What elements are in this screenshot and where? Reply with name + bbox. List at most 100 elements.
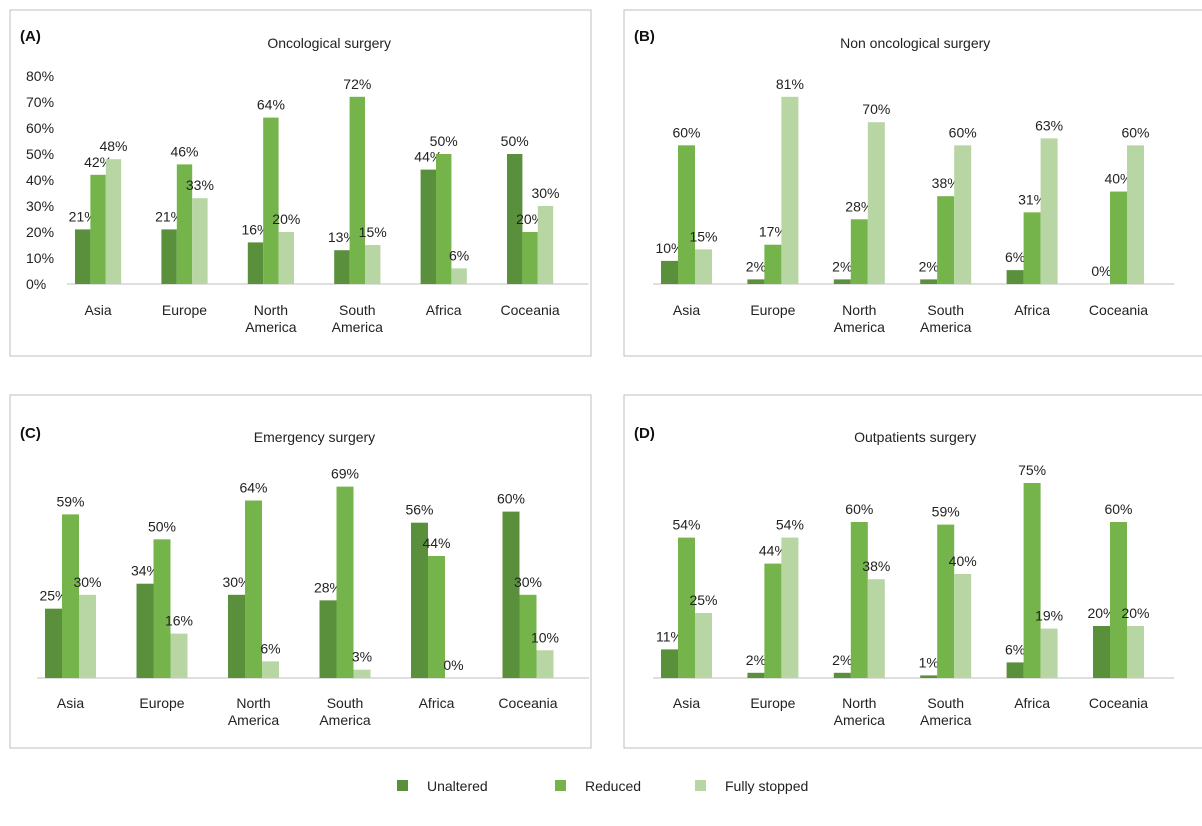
bar-fully-stopped xyxy=(695,613,712,678)
bar-fully-stopped xyxy=(1127,626,1144,678)
chart-panel-b: (B) Non oncological surgery 10% 60% 15% Asia 2… xyxy=(623,9,1202,357)
bar-reduced xyxy=(349,96,365,284)
bar-reduced xyxy=(263,117,279,284)
bar-reduced xyxy=(764,244,782,284)
data-label: 60% xyxy=(497,491,525,507)
bar-reduced xyxy=(176,164,193,284)
bar-fully-stopped xyxy=(537,206,554,284)
data-label: 56% xyxy=(405,502,433,518)
bar-unaltered xyxy=(833,279,851,284)
bar-reduced xyxy=(519,594,537,678)
legend-swatch xyxy=(555,780,566,791)
bar-reduced xyxy=(522,232,538,284)
bar-fully-stopped xyxy=(781,537,799,678)
data-label: 42% xyxy=(84,154,112,170)
bar-unaltered xyxy=(247,242,264,284)
bar-reduced xyxy=(1110,191,1127,284)
bar-unaltered xyxy=(45,608,62,678)
chart-panel-a: (A) Oncological surgery 0% 10% 20% 30% 40% 50% 6… xyxy=(9,9,592,357)
data-label: 54% xyxy=(776,517,804,533)
data-label: 50% xyxy=(430,133,458,149)
bar-unaltered xyxy=(411,522,428,678)
x-tick-label: Europe xyxy=(139,695,184,711)
data-label: 75% xyxy=(1018,462,1046,478)
data-label: 21% xyxy=(69,208,97,224)
data-label: 44% xyxy=(759,543,787,559)
panel-frame xyxy=(623,394,1202,749)
legend-label: Unaltered xyxy=(427,778,488,794)
data-label: 11% xyxy=(656,628,683,644)
bar-fully-stopped xyxy=(536,650,554,678)
data-label: 2% xyxy=(746,652,766,668)
bar-fully-stopped xyxy=(353,669,371,678)
y-tick-label: 10% xyxy=(26,250,54,266)
y-tick-label: 30% xyxy=(26,198,54,214)
y-tick-label: 50% xyxy=(26,146,54,162)
data-label: 44% xyxy=(422,535,450,551)
x-tick-label: North America xyxy=(834,695,886,728)
bar-fully-stopped xyxy=(170,633,188,678)
panel-label: (A) xyxy=(20,28,41,45)
data-label: 25% xyxy=(689,592,717,608)
data-label: 15% xyxy=(359,224,387,240)
data-label: 72% xyxy=(343,76,371,92)
data-label: 60% xyxy=(672,124,700,140)
data-label: 44% xyxy=(414,149,442,165)
x-tick-label: Europe xyxy=(750,695,795,711)
x-tick-label: South America xyxy=(920,695,972,728)
x-tick-label: North America xyxy=(245,302,297,335)
chart-panel-c: (C) Emergency surgery 25% 59% 30% Asia 34% 50% 1… xyxy=(9,394,592,749)
x-tick-label: Africa xyxy=(1014,302,1050,318)
x-tick-label: South America xyxy=(920,302,972,335)
bar-unaltered xyxy=(661,649,678,678)
data-label: 60% xyxy=(949,124,977,140)
bar-unaltered xyxy=(1006,270,1024,284)
data-label: 50% xyxy=(501,133,529,149)
bar-reduced xyxy=(245,500,262,678)
x-tick-label: North America xyxy=(228,695,280,728)
data-label: 34% xyxy=(131,563,159,579)
data-label: 46% xyxy=(170,143,198,159)
data-label: 19% xyxy=(1035,608,1063,624)
bar-reduced xyxy=(62,514,79,678)
bar-unaltered xyxy=(161,229,177,284)
bar-reduced xyxy=(764,563,782,678)
bar-fully-stopped xyxy=(105,159,122,284)
bar-fully-stopped xyxy=(79,594,96,678)
bar-fully-stopped xyxy=(1127,145,1144,284)
bar-unaltered xyxy=(75,229,91,284)
data-label: 21% xyxy=(155,208,183,224)
data-label: 59% xyxy=(56,493,84,509)
data-label: 6% xyxy=(260,640,280,656)
data-label: 59% xyxy=(932,504,960,520)
bar-unaltered xyxy=(420,169,436,284)
bar-fully-stopped xyxy=(192,198,208,284)
data-label: 6% xyxy=(1005,641,1025,657)
data-label: 54% xyxy=(672,517,700,533)
bar-fully-stopped xyxy=(781,96,799,284)
data-label: 30% xyxy=(73,574,101,590)
data-label: 6% xyxy=(1005,249,1025,265)
data-label: 15% xyxy=(689,228,717,244)
bar-reduced xyxy=(678,145,695,284)
x-tick-label: Europe xyxy=(162,302,207,318)
bar-fully-stopped xyxy=(262,661,279,678)
data-label: 20% xyxy=(516,211,544,227)
bar-reduced xyxy=(436,154,452,284)
bar-reduced xyxy=(428,555,445,678)
data-label: 48% xyxy=(99,138,127,154)
chart-title: Oncological surgery xyxy=(267,35,391,51)
data-label: 16% xyxy=(165,613,193,629)
data-label: 69% xyxy=(331,466,359,482)
bar-unaltered xyxy=(228,594,245,678)
data-label: 38% xyxy=(932,175,960,191)
x-tick-label: North America xyxy=(834,302,886,335)
chart-panel-d: (D) Outpatients surgery 11% 54% 25% Asia 2% 44%… xyxy=(623,394,1202,749)
y-tick-label: 20% xyxy=(26,224,54,240)
bar-reduced xyxy=(850,219,868,284)
data-label: 0% xyxy=(1091,263,1111,279)
bar-fully-stopped xyxy=(1040,138,1058,284)
x-tick-label: Africa xyxy=(1014,695,1050,711)
bar-reduced xyxy=(937,196,955,284)
